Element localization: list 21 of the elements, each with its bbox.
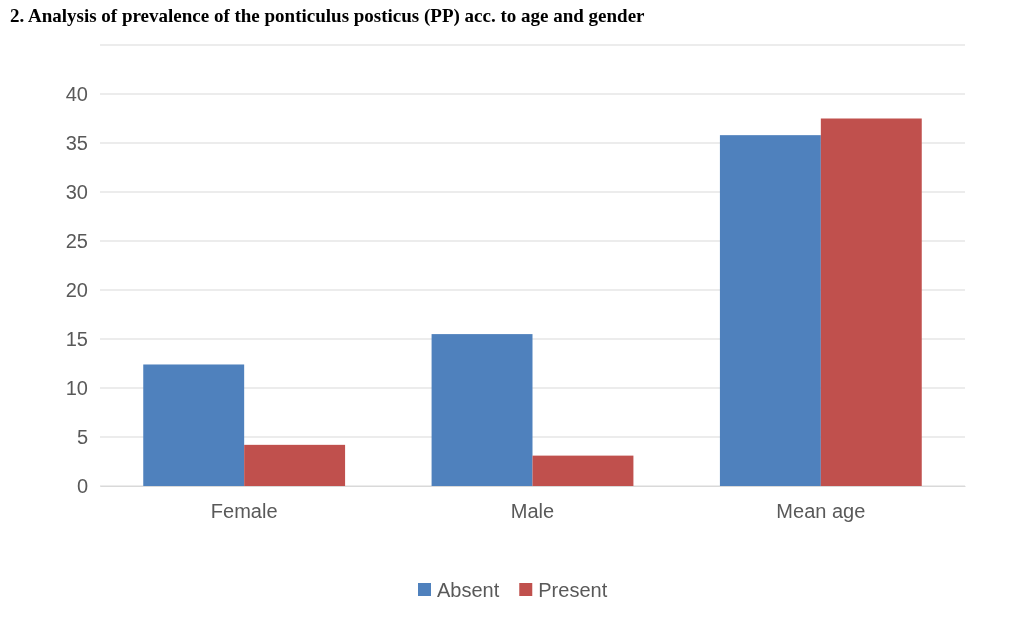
x-tick-label: Female	[210, 500, 278, 523]
chart-title: 2. Analysis of prevalence of the ponticulus posticus (PP) acc. to age and gender	[10, 5, 646, 27]
bar	[244, 444, 346, 486]
y-tick-label: 5	[76, 425, 88, 448]
bar	[431, 334, 533, 486]
legend-label: Absent	[437, 579, 500, 601]
y-tick-label: 35	[65, 131, 88, 154]
bar	[719, 135, 821, 486]
bar	[143, 364, 245, 486]
x-tick-label: Male	[510, 500, 555, 523]
legend-label: Present	[538, 579, 608, 601]
y-tick-label: 40	[65, 82, 88, 105]
y-tick-label: 20	[65, 278, 88, 301]
y-tick-label: 10	[65, 376, 88, 399]
y-tick-label: 30	[65, 180, 88, 203]
bar	[820, 118, 922, 486]
y-tick-label: 25	[65, 229, 88, 252]
y-tick-label: 15	[65, 327, 88, 350]
y-tick-label: 0	[76, 474, 88, 497]
x-tick-label: Mean age	[776, 500, 866, 523]
bar	[532, 455, 634, 486]
